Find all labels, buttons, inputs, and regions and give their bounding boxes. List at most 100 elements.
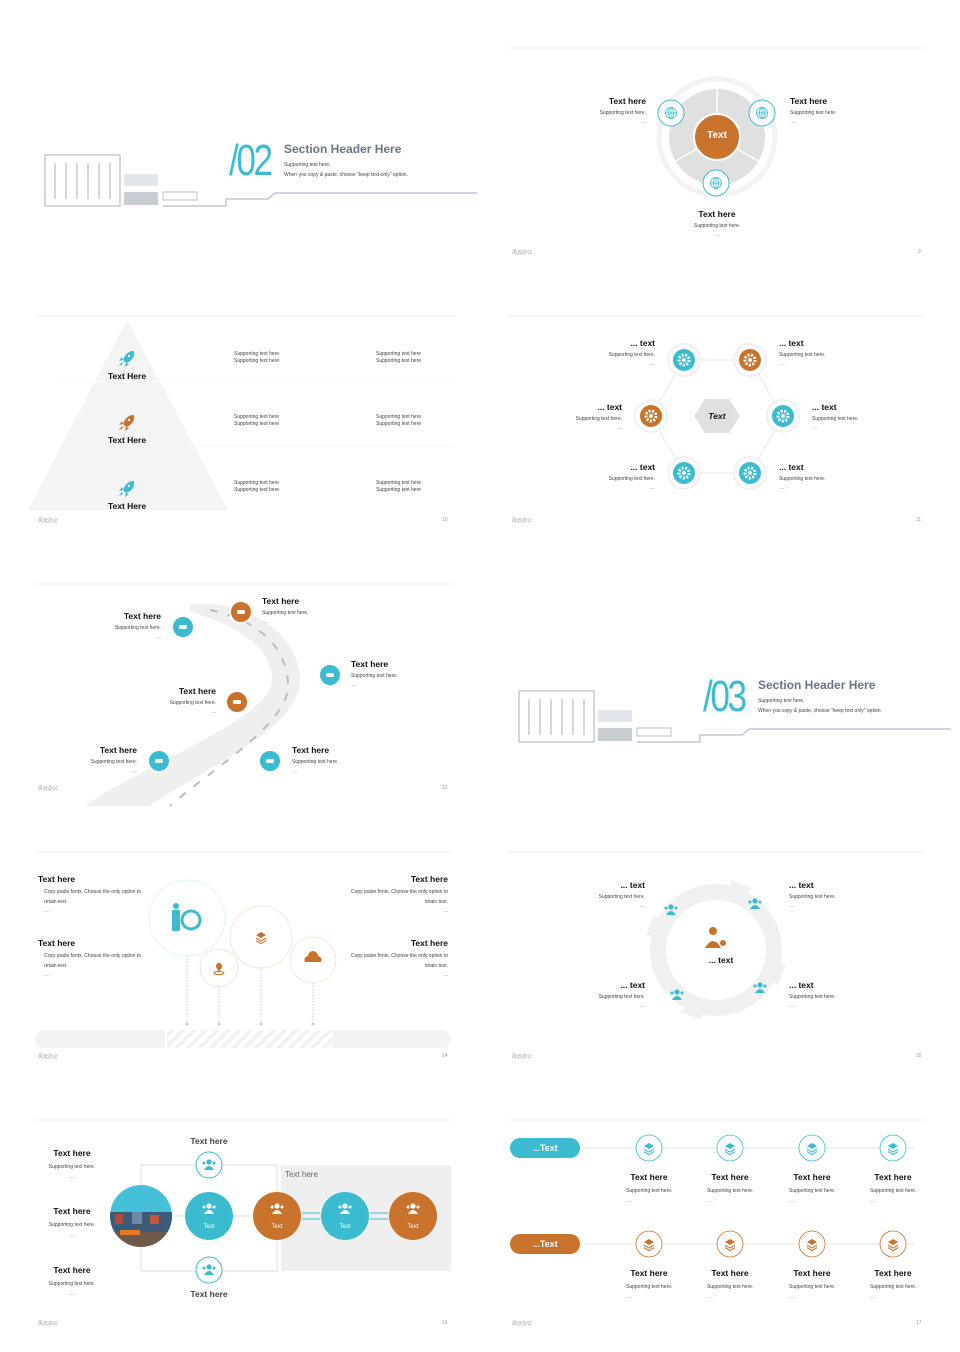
item-supporting-text: Supporting text here.: [608, 476, 655, 482]
center-label: Text: [707, 130, 727, 141]
item-bullet: Supporting text here.: [707, 1284, 754, 1290]
page-number: 9: [918, 249, 921, 255]
item-title: ... text: [812, 402, 837, 412]
gear-icon: [776, 409, 790, 423]
people-icon: [748, 898, 762, 909]
process-node: [321, 1192, 369, 1240]
person-money-icon: [705, 927, 726, 948]
page-number: 10: [442, 517, 448, 523]
item-title: ... text: [597, 402, 622, 412]
item-title: Text here: [410, 938, 448, 948]
item-title: Text here: [53, 1265, 91, 1275]
item-title: Text here: [698, 209, 736, 219]
item-title: Text here: [123, 611, 161, 621]
layers-icon: [644, 1239, 654, 1252]
people-icon: [202, 1159, 216, 1170]
item-title: Text here: [630, 1268, 668, 1278]
item-title: Text here: [53, 1148, 91, 1158]
person-compass-icon: [172, 903, 202, 931]
section-subtitle: Supporting text here.: [284, 162, 331, 168]
gear-icon: [677, 353, 691, 367]
item-supporting-text: Supporting text here.: [48, 1222, 96, 1228]
item-title: ... text: [789, 980, 814, 990]
item-title: Text here: [874, 1172, 912, 1182]
cycle-ring: [650, 884, 782, 1016]
category-pill[interactable]: ...Text: [510, 1138, 580, 1158]
item-title: Text here: [53, 1206, 91, 1216]
footer-brand: 风云办公: [38, 1321, 59, 1327]
layers-icon: [644, 1143, 654, 1156]
layers-icon: [888, 1239, 898, 1252]
category-pill[interactable]: ...Text: [510, 1234, 580, 1254]
item-supporting-text: Supporting text here.: [598, 994, 645, 1000]
item-dots: ......: [779, 361, 785, 367]
gear-icon: [644, 409, 658, 423]
layers-icon: [807, 1239, 817, 1252]
item-dots: ......: [626, 1294, 632, 1300]
item-title: ... text: [620, 980, 645, 990]
item-title: Text here: [262, 596, 300, 606]
item-title: Text here: [292, 745, 330, 755]
footer-brand: 风云办公: [512, 250, 533, 256]
item-bullet: Supporting text here.: [789, 1188, 836, 1194]
item-dots: ......: [789, 1003, 795, 1009]
item-supporting-text: Supporting text here.: [790, 110, 837, 116]
item-dots: ......: [870, 1198, 876, 1204]
container-illustration: [518, 690, 951, 743]
bullet-text: Supporting text here: [234, 480, 280, 486]
item-title: Text here: [38, 874, 76, 884]
item-supporting-text: Supporting text here.: [599, 110, 646, 116]
item-title: Text here: [630, 1172, 668, 1182]
item-dots: ......: [442, 908, 449, 914]
item-dots: ......: [649, 361, 656, 367]
top-label: Text here: [190, 1136, 228, 1146]
item-title: Text here: [410, 874, 448, 884]
item-title: Text here: [608, 96, 646, 106]
item-bullet-continued: retain text.: [44, 963, 68, 969]
node-label: Text: [271, 1224, 283, 1230]
page-number: 11: [916, 517, 922, 523]
item-dots: ......: [790, 119, 796, 125]
bullet-text: Supporting text here: [376, 358, 422, 364]
section-number: /02: [229, 136, 273, 185]
item-dots: ......: [69, 1232, 75, 1238]
item-title: Text here: [711, 1268, 749, 1278]
gear-icon: [743, 353, 757, 367]
item-supporting-text: Supporting text here.: [169, 700, 216, 706]
item-supporting-text: Supporting text here.: [789, 994, 836, 1000]
bullet-text: Supporting text here: [234, 414, 280, 420]
footer-brand: 风云办公: [38, 1054, 59, 1060]
item-dots: ......: [789, 1294, 795, 1300]
globe-icon: [710, 177, 722, 189]
process-node: [253, 1192, 301, 1240]
people-icon: [270, 1203, 284, 1214]
item-dots: ......: [131, 768, 138, 774]
item-supporting-text: Supporting text here.: [90, 759, 137, 765]
page-number: 15: [916, 1053, 922, 1059]
item-dots: ......: [714, 232, 720, 238]
item-dots: ......: [210, 709, 217, 715]
item-bullet-continued: retain text.: [44, 899, 68, 905]
section-subtitle: Supporting text here.: [758, 698, 805, 704]
item-supporting-text: Supporting text here.: [598, 894, 645, 900]
item-dots: ......: [626, 1198, 632, 1204]
item-dots: ......: [870, 1294, 876, 1300]
item-dots: ......: [351, 682, 357, 688]
page-number: 12: [442, 785, 448, 791]
item-title: Text here: [711, 1172, 749, 1182]
item-dots: ......: [44, 908, 50, 914]
bottom-label: Text here: [190, 1289, 228, 1299]
item-dots: ......: [779, 485, 785, 491]
item-dots: ......: [262, 619, 268, 625]
section-number: /03: [703, 672, 747, 721]
item-title: Text here: [99, 745, 137, 755]
item-title: Text here: [793, 1268, 831, 1278]
item-bullet: Supporting text here.: [870, 1284, 917, 1290]
item-supporting-text: Supporting text here.: [693, 223, 741, 229]
item-dots: ......: [639, 903, 646, 909]
item-bullet-continued: retain text.: [424, 963, 448, 969]
item-bullet: Supporting text here.: [707, 1188, 754, 1194]
item-supporting-text: Supporting text here.: [114, 625, 161, 631]
item-supporting-text: Supporting text here.: [351, 673, 398, 679]
item-supporting-text: Supporting text here.: [779, 476, 826, 482]
